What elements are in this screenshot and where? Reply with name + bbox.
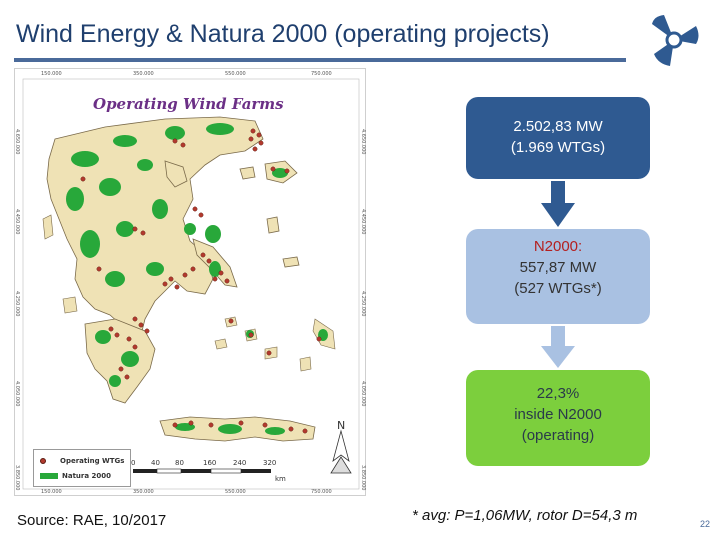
wtg-dot-icon (40, 458, 46, 464)
page-number: 22 (700, 519, 711, 529)
share-inside-n2000-box: 22,3% inside N2000 (operating) (466, 370, 650, 466)
scale-tick: 0 (131, 459, 136, 467)
legend-wtg-row: Operating WTGs (40, 457, 124, 465)
limnos-shape (239, 166, 256, 180)
right-coord: 4.250.000 (360, 291, 366, 317)
scale-tick: 160 (203, 459, 217, 467)
peloponnese-shape (84, 318, 156, 404)
top-coord: 150.000 (41, 71, 62, 77)
total-wtgs: (1.969 WTGs) (510, 139, 606, 156)
turbine-rotor-logo-icon (652, 15, 699, 66)
north-arrow-icon (330, 429, 352, 474)
top-coord: 550.000 (225, 71, 246, 77)
share-percent: 22,3% (536, 385, 580, 402)
legend-wtg-label: Operating WTGs (60, 457, 125, 465)
legend-natura-row: Natura 2000 (40, 472, 111, 480)
total-capacity-box: 2.502,83 MW (1.969 WTGs) (466, 97, 650, 179)
chalkidiki-shape (164, 160, 188, 188)
top-coord: 350.000 (133, 71, 154, 77)
legend-natura-label: Natura 2000 (62, 472, 112, 480)
right-coord: 3.850.000 (360, 465, 366, 491)
title-divider (14, 58, 626, 62)
right-coord: 4.050.000 (360, 381, 366, 407)
greece-wind-farms-map: Operating Wind Farms 150.000 350.000 550… (14, 68, 366, 496)
n2000-wtgs: (527 WTGs*) (514, 280, 602, 297)
top-coord: 750.000 (311, 71, 332, 77)
bottom-coord: 750.000 (311, 489, 332, 495)
map-drawing (22, 78, 360, 490)
share-status: (operating) (521, 427, 595, 444)
map-title: Operating Wind Farms (93, 95, 284, 113)
average-footnote: * avg: P=1,06MW, rotor D=54,3 m (412, 507, 638, 524)
n2000-heading: N2000: (533, 238, 583, 255)
source-note: Source: RAE, 10/2017 (17, 512, 167, 529)
right-coord: 4.650.000 (360, 129, 366, 155)
scale-tick: 40 (151, 459, 160, 467)
total-mw: 2.502,83 MW (513, 118, 603, 135)
share-label: inside N2000 (514, 406, 602, 423)
down-arrow-icon (541, 326, 575, 368)
operating-wtg-points (80, 128, 322, 434)
natura-2000-areas (66, 123, 328, 435)
left-coord: 4.050.000 (14, 381, 20, 407)
natura-swatch-icon (40, 473, 58, 479)
scale-tick: 80 (175, 459, 184, 467)
right-coord: 4.450.000 (360, 209, 366, 235)
bottom-coord: 550.000 (225, 489, 246, 495)
bottom-coord: 150.000 (41, 489, 62, 495)
scale-tick: 240 (233, 459, 247, 467)
map-legend: Operating WTGs Natura 2000 (33, 449, 131, 487)
chios-shape (266, 216, 280, 234)
natura-2000-box: N2000: 557,87 MW (527 WTGs*) (466, 229, 650, 324)
scale-unit: km (275, 475, 286, 483)
bottom-coord: 350.000 (133, 489, 154, 495)
scale-bar (133, 468, 271, 474)
left-coord: 4.250.000 (14, 291, 20, 317)
left-coord: 4.450.000 (14, 209, 20, 235)
samos-shape (282, 256, 300, 268)
left-coord: 3.850.000 (14, 465, 20, 491)
down-arrow-icon (541, 181, 575, 227)
left-coord: 4.650.000 (14, 129, 20, 155)
n2000-mw: 557,87 MW (519, 259, 597, 276)
north-label: N (337, 419, 346, 432)
scale-tick: 320 (263, 459, 277, 467)
slide-title: Wind Energy & Natura 2000 (operating pro… (16, 20, 550, 48)
